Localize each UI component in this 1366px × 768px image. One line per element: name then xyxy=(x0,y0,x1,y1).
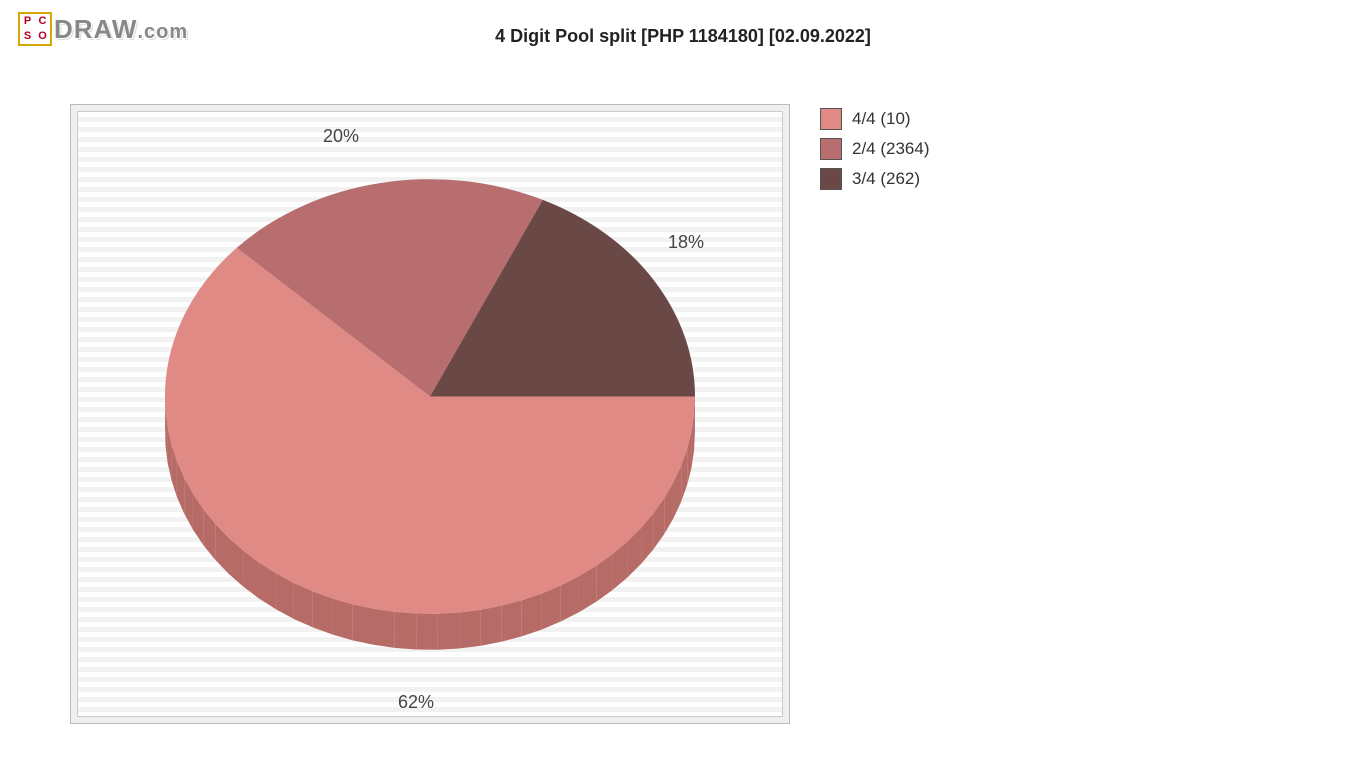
slice-label-0: 62% xyxy=(398,692,434,713)
chart-title: 4 Digit Pool split [PHP 1184180] [02.09.… xyxy=(0,26,1366,47)
legend-item: 4/4 (10) xyxy=(820,108,930,130)
legend-swatch xyxy=(820,168,842,190)
pie-chart xyxy=(150,117,710,712)
slice-label-1: 20% xyxy=(323,126,359,147)
chart-frame: 62% 20% 18% xyxy=(70,104,790,724)
legend-item: 3/4 (262) xyxy=(820,168,930,190)
legend-swatch xyxy=(820,138,842,160)
legend-swatch xyxy=(820,108,842,130)
legend: 4/4 (10) 2/4 (2364) 3/4 (262) xyxy=(820,108,930,198)
legend-item: 2/4 (2364) xyxy=(820,138,930,160)
legend-label: 4/4 (10) xyxy=(852,109,911,129)
legend-label: 3/4 (262) xyxy=(852,169,920,189)
pie-svg xyxy=(150,117,710,707)
legend-label: 2/4 (2364) xyxy=(852,139,930,159)
slice-label-2: 18% xyxy=(668,232,704,253)
chart-plot-area: 62% 20% 18% xyxy=(77,111,783,717)
